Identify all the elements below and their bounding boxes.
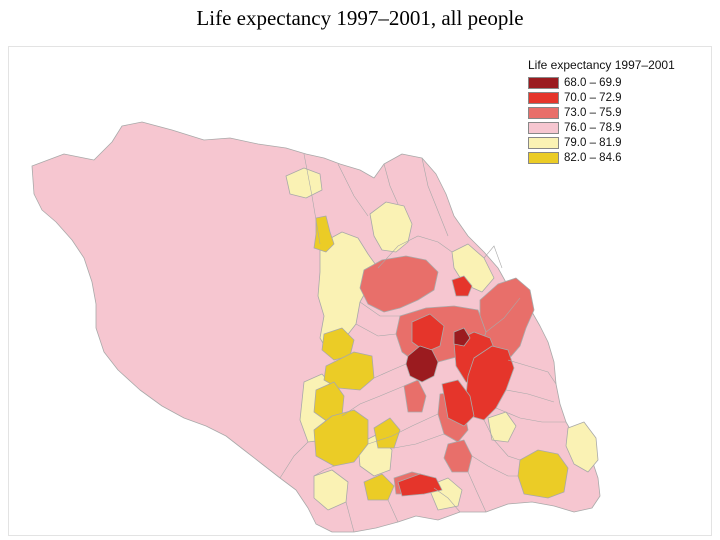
legend-swatch xyxy=(528,91,559,104)
legend-swatch xyxy=(528,136,559,149)
legend-item: 68.0 – 69.9 xyxy=(528,75,675,90)
area-79-north-wide xyxy=(369,201,413,253)
area-82-south xyxy=(363,473,395,501)
legend-label: 76.0 – 78.9 xyxy=(564,121,622,134)
legend-item: 70.0 – 72.9 xyxy=(528,90,675,105)
area-70-south-central xyxy=(441,379,475,427)
area-70-north-east-patch xyxy=(451,275,473,297)
legend-item: 82.0 – 84.6 xyxy=(528,150,675,165)
slide-title: Life expectancy 1997–2001, all people xyxy=(196,6,524,30)
legend-swatch xyxy=(528,106,559,119)
legend-label: 73.0 – 75.9 xyxy=(564,106,622,119)
legend-item: 76.0 – 78.9 xyxy=(528,120,675,135)
legend-swatch xyxy=(528,151,559,164)
legend-item: 73.0 – 75.9 xyxy=(528,105,675,120)
choropleth-map xyxy=(31,121,601,533)
area-79-south-east-strip xyxy=(565,421,599,473)
area-79-east-south xyxy=(487,411,517,443)
area-79-north-top xyxy=(285,167,323,199)
area-70-centre-north xyxy=(411,313,445,353)
legend-label: 82.0 – 84.6 xyxy=(564,151,622,164)
area-82-west-2 xyxy=(323,351,375,391)
legend-label: 68.0 – 69.9 xyxy=(564,76,622,89)
map-legend: Life expectancy 1997–2001 68.0 – 69.9 70… xyxy=(528,58,675,165)
legend-label: 70.0 – 72.9 xyxy=(564,91,622,104)
area-82-north-notch xyxy=(313,215,335,253)
area-70-south-strip xyxy=(397,473,443,497)
area-73-north-arc xyxy=(359,255,439,313)
ward-boundaries xyxy=(279,153,566,533)
legend-item: 79.0 – 81.9 xyxy=(528,135,675,150)
legend-swatch xyxy=(528,76,559,89)
area-82-south-centre xyxy=(373,417,401,449)
area-73-south-1 xyxy=(403,379,427,413)
legend-label: 79.0 – 81.9 xyxy=(564,136,622,149)
legend-swatch xyxy=(528,121,559,134)
area-82-southeast-large xyxy=(517,449,569,499)
area-68-north xyxy=(453,327,471,347)
legend-title: Life expectancy 1997–2001 xyxy=(528,58,675,72)
area-68-core xyxy=(405,345,439,383)
